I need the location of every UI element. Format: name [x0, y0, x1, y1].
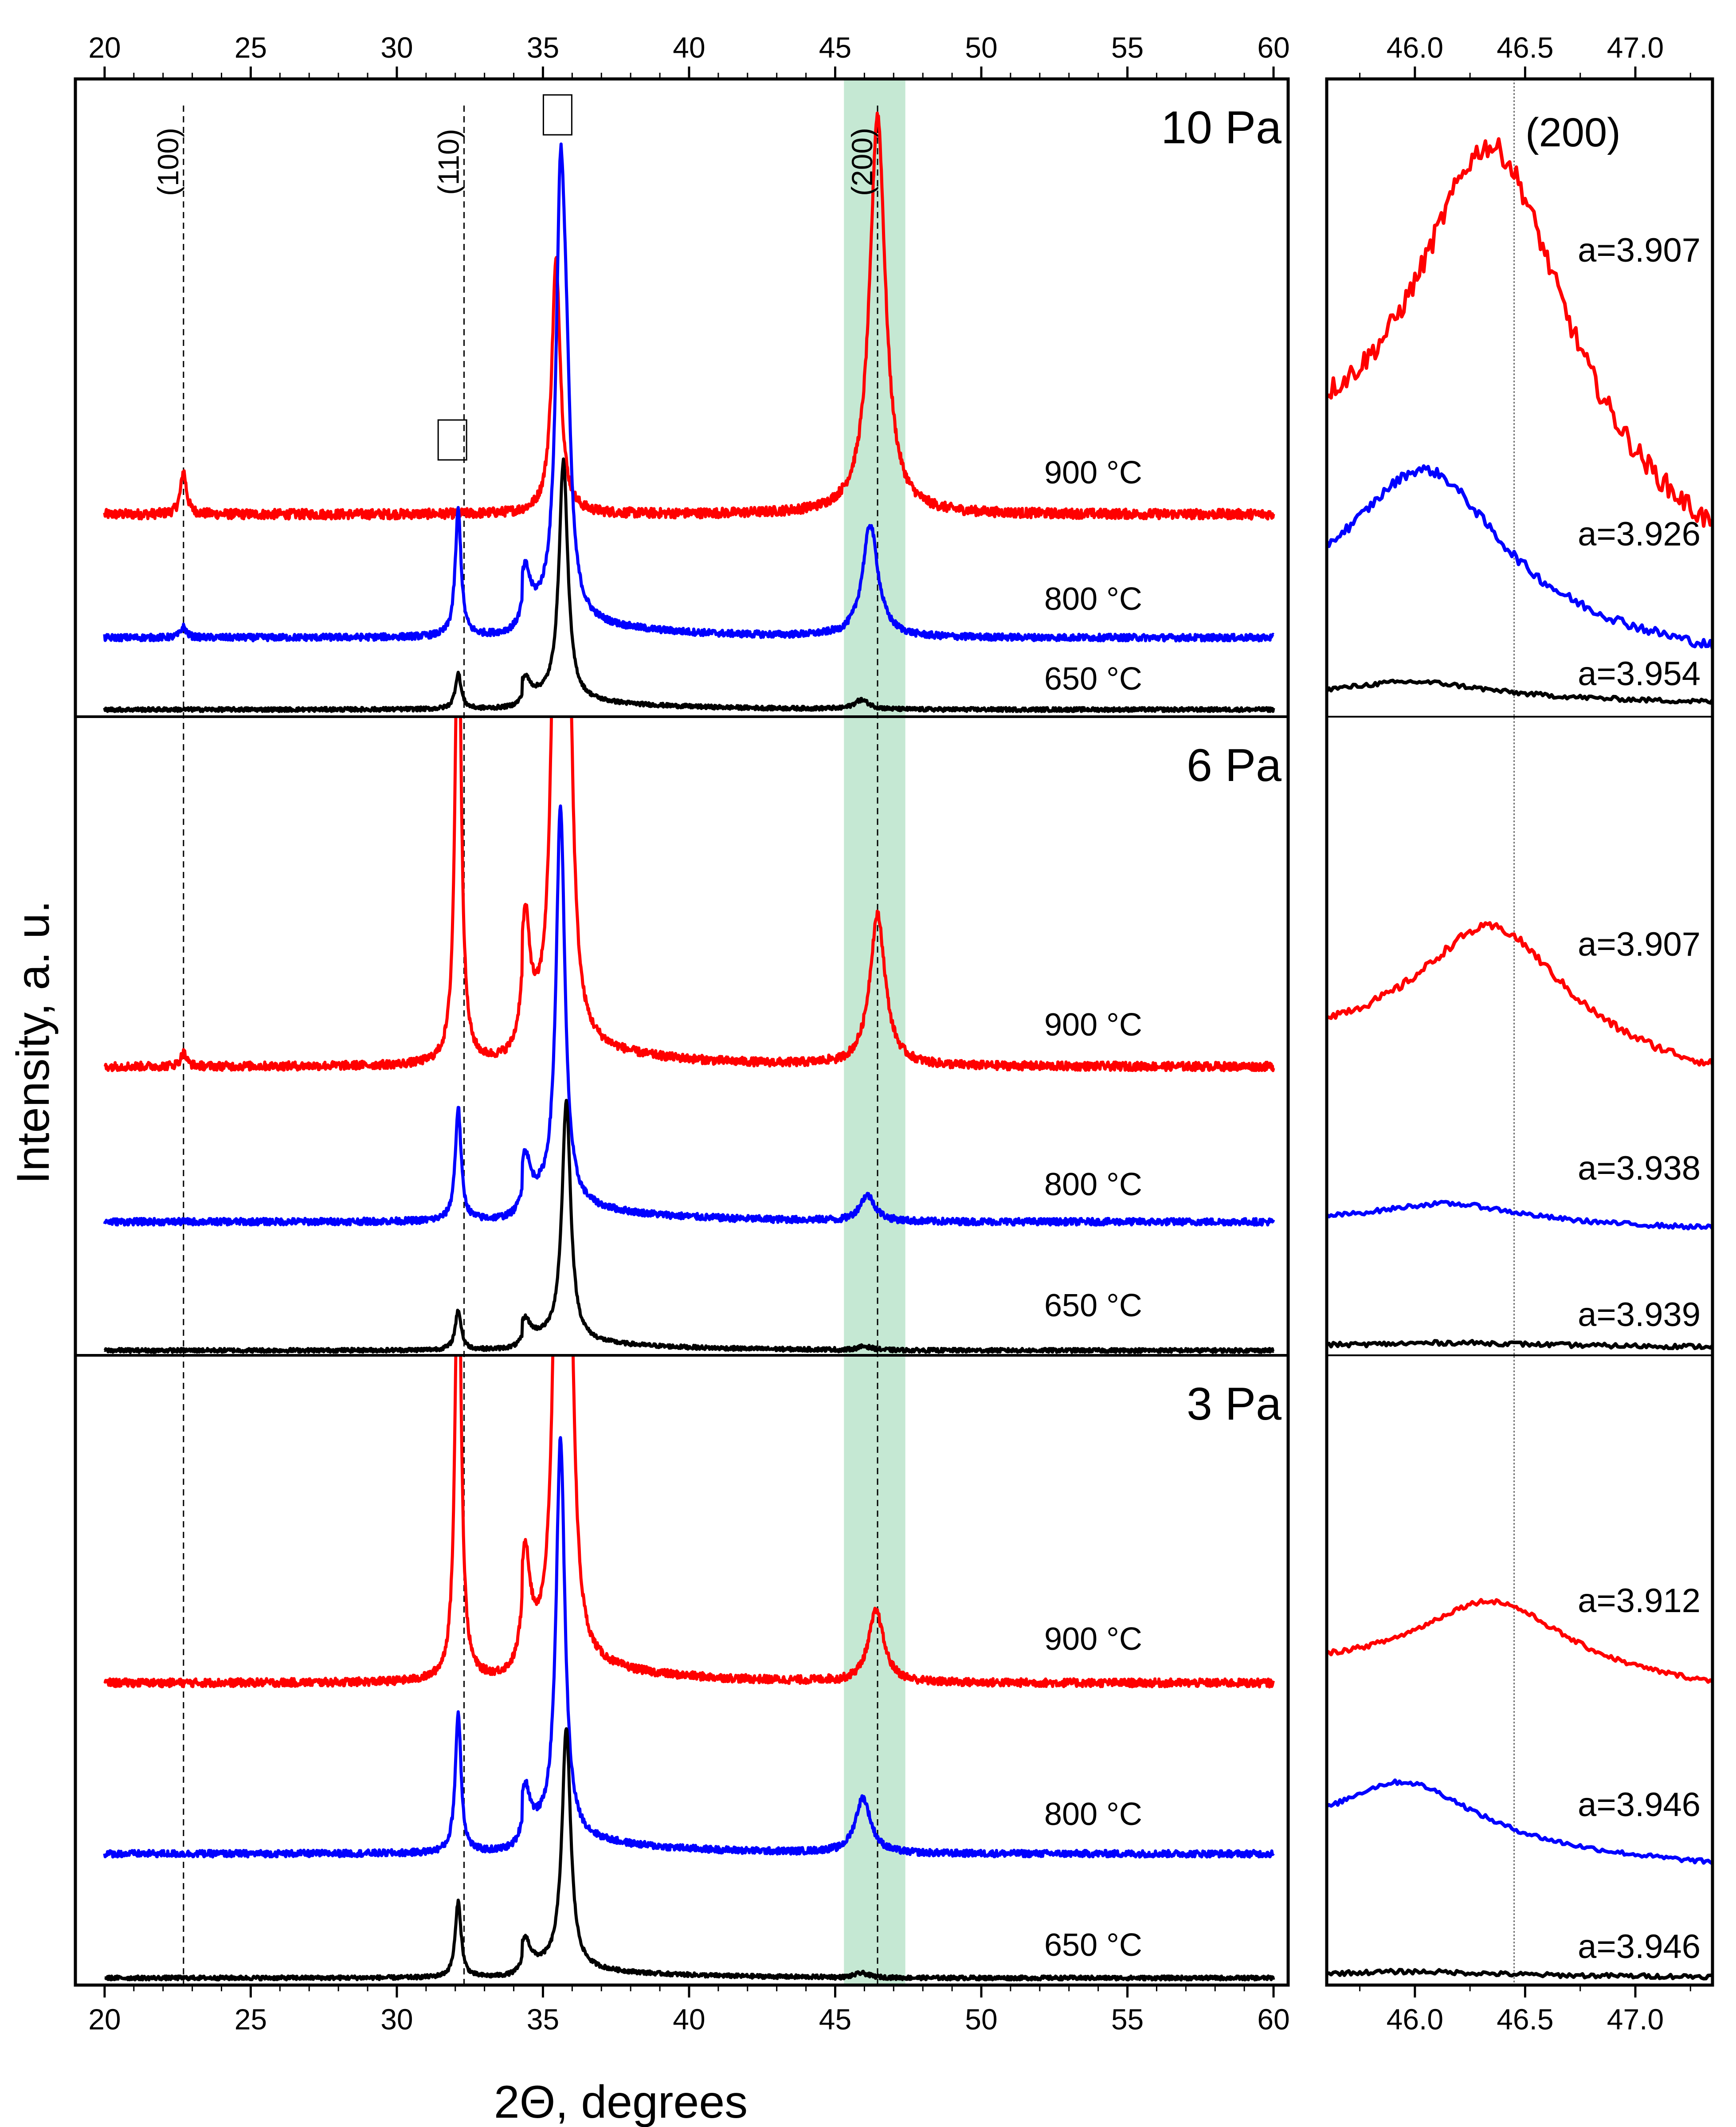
x-tick-label: 35 [527, 2003, 559, 2036]
xrd-pattern-900 [103, 717, 1275, 1072]
lattice-parameter-label: a=3.946 [1578, 1786, 1701, 1824]
inset-pattern-900 [1327, 921, 1712, 1067]
inset-tick-label: 46.5 [1497, 2003, 1553, 2036]
lattice-parameter-label: a=3.939 [1578, 1296, 1701, 1334]
frame-layer [74, 67, 1714, 1997]
x-tick-label-top: 30 [380, 31, 413, 64]
x-tick-label-top: 25 [235, 31, 267, 64]
temperature-label: 800 °C [1044, 1167, 1142, 1202]
lattice-parameter-label: a=3.938 [1578, 1150, 1701, 1187]
main-plot-frame [74, 77, 1290, 1987]
inset-tick-label-top: 46.0 [1387, 31, 1443, 64]
xrd-pattern-900 [103, 111, 1275, 521]
xrd-pattern-800 [103, 1436, 1275, 1859]
inset-pattern-800 [1327, 464, 1712, 649]
substrate-marker-box [437, 419, 467, 461]
panel-inset-group [1327, 137, 1712, 705]
inset-pattern-900 [1327, 137, 1712, 528]
temperature-label: 900 °C [1044, 1007, 1142, 1043]
xrd-pattern-650 [103, 1099, 1275, 1354]
x-tick-label: 45 [819, 2003, 851, 2036]
x-tick-label: 20 [88, 2003, 121, 2036]
inset-pattern-800 [1327, 1778, 1712, 1865]
lattice-parameter-label: a=3.907 [1578, 926, 1701, 963]
x-axis-title: 2Θ, degrees [494, 2076, 748, 2127]
xrd-pattern-650 [103, 457, 1275, 713]
plot-layer [103, 111, 1712, 1982]
inset-plot-frame [1325, 77, 1714, 1987]
inset-pattern-650 [1327, 1968, 1712, 1981]
inset-title: (200) [1525, 110, 1621, 155]
panel-inset-group [1327, 1598, 1712, 1981]
inset-pattern-650 [1327, 1339, 1712, 1350]
temperature-label: 900 °C [1044, 455, 1142, 491]
inset-tick-label: 46.0 [1387, 2003, 1443, 2036]
plane-label: (110) [432, 129, 465, 195]
temperature-label: 650 °C [1044, 661, 1142, 697]
pressure-label: 6 Pa [1187, 740, 1281, 791]
temperature-label: 800 °C [1044, 581, 1142, 617]
lattice-parameter-label: a=3.912 [1578, 1582, 1701, 1620]
text-layer: 2Θ, degrees Intensity, a. u. (200) (100)… [8, 31, 1701, 2127]
x-tick-label-top: 40 [673, 31, 705, 64]
plane-label: (200) [846, 128, 878, 196]
substrate-marker-box [542, 94, 572, 136]
xrd-pattern-650 [103, 1727, 1275, 1982]
x-tick-label: 40 [673, 2003, 705, 2036]
pressure-label: 3 Pa [1187, 1378, 1281, 1430]
lattice-parameter-label: a=3.907 [1578, 232, 1701, 269]
x-tick-label-top: 35 [527, 31, 559, 64]
panel-main-group [103, 717, 1275, 1354]
lattice-parameter-label: a=3.954 [1578, 655, 1701, 693]
lattice-parameter-label: a=3.946 [1578, 1928, 1701, 1966]
x-tick-label: 55 [1111, 2003, 1144, 2036]
x-tick-label-top: 50 [965, 31, 997, 64]
temperature-label: 800 °C [1044, 1797, 1142, 1832]
x-tick-label: 30 [380, 2003, 413, 2036]
panel-inset-group [1327, 921, 1712, 1350]
x-tick-label-top: 45 [819, 31, 851, 64]
inset-tick-label: 47.0 [1607, 2003, 1664, 2036]
plane-label: (100) [152, 128, 184, 196]
temperature-label: 650 °C [1044, 1927, 1142, 1963]
temperature-label: 900 °C [1044, 1621, 1142, 1657]
x-tick-label: 25 [235, 2003, 267, 2036]
inset-pattern-900 [1327, 1598, 1712, 1684]
xrd-pattern-800 [103, 142, 1275, 643]
xrd-pattern-900 [103, 1355, 1275, 1689]
y-axis-title: Intensity, a. u. [8, 900, 59, 1184]
x-tick-label-top: 20 [88, 31, 121, 64]
xrd-pattern-800 [103, 804, 1275, 1227]
x-tick-label: 50 [965, 2003, 997, 2036]
background-layer [183, 79, 1515, 1985]
panel-main-group [103, 1355, 1275, 1982]
panel-main-group [103, 111, 1275, 713]
lattice-parameter-label: a=3.926 [1578, 515, 1701, 553]
temperature-label: 650 °C [1044, 1288, 1142, 1323]
pressure-label: 10 Pa [1161, 102, 1281, 153]
x-tick-label-top: 60 [1257, 31, 1289, 64]
inset-tick-label-top: 47.0 [1607, 31, 1664, 64]
inset-tick-label-top: 46.5 [1497, 31, 1553, 64]
substrate-marker [437, 419, 467, 461]
inset-pattern-800 [1327, 1200, 1712, 1231]
inset-pattern-650 [1327, 679, 1712, 705]
x-tick-label-top: 55 [1111, 31, 1144, 64]
substrate-marker [542, 94, 572, 136]
x-tick-label: 60 [1257, 2003, 1289, 2036]
